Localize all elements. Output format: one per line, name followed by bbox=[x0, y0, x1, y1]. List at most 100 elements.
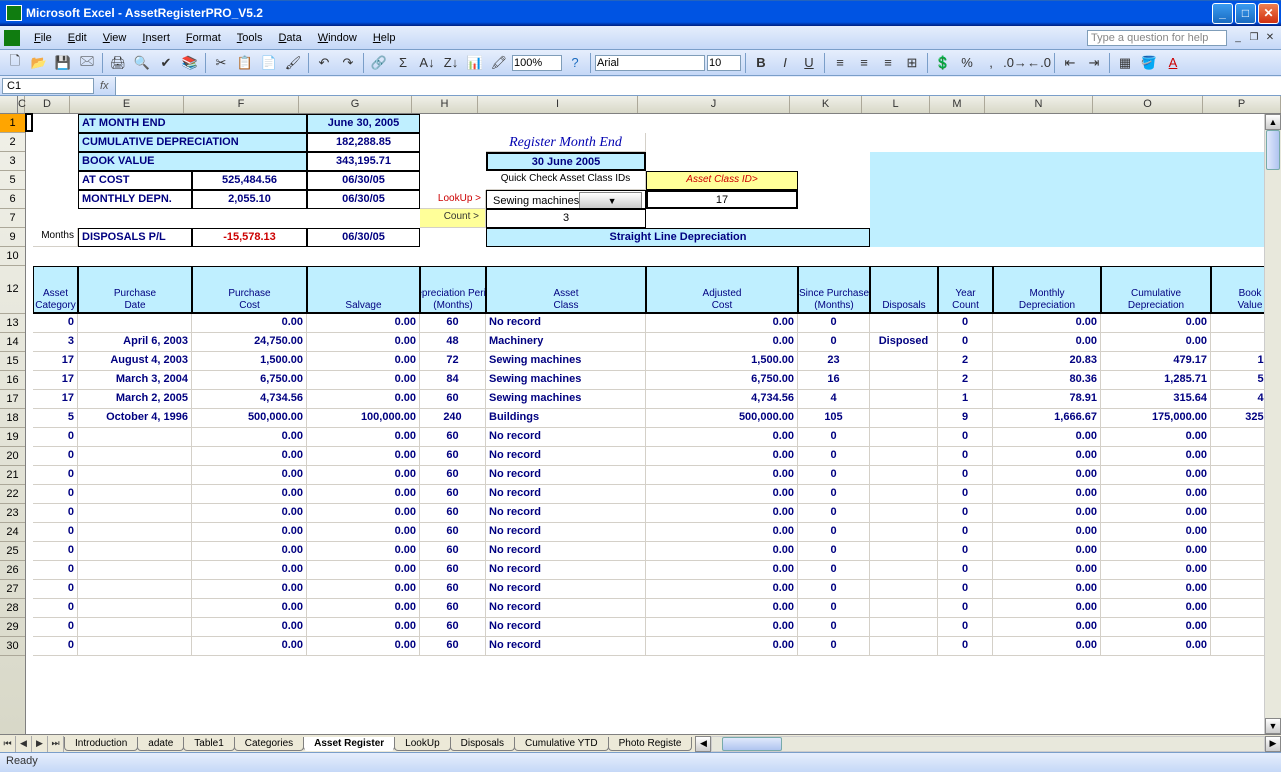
cell[interactable]: No record bbox=[486, 523, 646, 542]
cell[interactable]: 0.00 bbox=[307, 466, 420, 485]
cell[interactable]: 4,734.56 bbox=[192, 390, 307, 409]
cell[interactable]: 0.00 bbox=[307, 637, 420, 656]
cell[interactable]: 5 bbox=[33, 409, 78, 428]
cell[interactable] bbox=[78, 523, 192, 542]
cell[interactable]: 479.17 bbox=[1101, 352, 1211, 371]
name-box[interactable]: C1 bbox=[2, 78, 94, 94]
column-header-P[interactable]: P bbox=[1203, 96, 1281, 113]
cell[interactable]: MonthlyDepreciation bbox=[993, 266, 1101, 314]
cell[interactable]: DISPOSALS P/L bbox=[78, 228, 192, 247]
cell[interactable]: 0 bbox=[798, 333, 870, 352]
cell[interactable]: 0 bbox=[798, 599, 870, 618]
cell[interactable]: 0 bbox=[33, 561, 78, 580]
cell[interactable]: 17 bbox=[646, 190, 798, 209]
cell[interactable] bbox=[870, 409, 938, 428]
worksheet-grid[interactable]: CDEFGHIJKLMNOP 1235679101213141516171819… bbox=[0, 96, 1281, 734]
cell[interactable]: 0.00 bbox=[646, 428, 798, 447]
cell[interactable]: 100,000.00 bbox=[307, 409, 420, 428]
cell[interactable]: 343,195.71 bbox=[307, 152, 420, 171]
cell[interactable]: 0.00 bbox=[307, 314, 420, 333]
cell[interactable]: 0 bbox=[798, 504, 870, 523]
cell[interactable]: 0 bbox=[798, 447, 870, 466]
cell[interactable]: 24,750.00 bbox=[192, 333, 307, 352]
row-header-9[interactable]: 9 bbox=[0, 228, 25, 247]
column-header-M[interactable]: M bbox=[930, 96, 985, 113]
column-header-G[interactable]: G bbox=[299, 96, 412, 113]
cell[interactable]: 0.00 bbox=[646, 314, 798, 333]
cell[interactable]: 0.00 bbox=[307, 428, 420, 447]
cell[interactable]: 315.64 bbox=[1101, 390, 1211, 409]
cell[interactable]: 0.00 bbox=[1101, 314, 1211, 333]
cell[interactable] bbox=[870, 352, 938, 371]
cell[interactable]: 0.00 bbox=[192, 580, 307, 599]
cell[interactable]: 0 bbox=[938, 333, 993, 352]
column-header-H[interactable]: H bbox=[412, 96, 478, 113]
column-header-N[interactable]: N bbox=[985, 96, 1093, 113]
row-header-20[interactable]: 20 bbox=[0, 447, 25, 466]
row-header-27[interactable]: 27 bbox=[0, 580, 25, 599]
cell[interactable]: 0.00 bbox=[1101, 542, 1211, 561]
cell[interactable]: 0 bbox=[938, 485, 993, 504]
cell[interactable] bbox=[78, 637, 192, 656]
cell[interactable]: 60 bbox=[420, 599, 486, 618]
align-right-icon[interactable]: ≡ bbox=[877, 52, 899, 74]
row-header-16[interactable]: 16 bbox=[0, 371, 25, 390]
cell[interactable] bbox=[870, 485, 938, 504]
cell[interactable]: 0.00 bbox=[1101, 561, 1211, 580]
sheet-tab-cumulative-ytd[interactable]: Cumulative YTD bbox=[514, 737, 609, 751]
permission-icon[interactable]: 🖂 bbox=[76, 52, 98, 74]
cell[interactable]: 0 bbox=[798, 542, 870, 561]
cell[interactable]: 0.00 bbox=[993, 637, 1101, 656]
cell[interactable] bbox=[870, 314, 938, 333]
cell[interactable]: AT MONTH END bbox=[78, 114, 307, 133]
cell[interactable]: 0 bbox=[938, 447, 993, 466]
menu-insert[interactable]: Insert bbox=[134, 29, 178, 47]
cell[interactable] bbox=[870, 447, 938, 466]
cell[interactable]: 0.00 bbox=[307, 371, 420, 390]
cell[interactable]: 60 bbox=[420, 618, 486, 637]
cell[interactable]: 0 bbox=[33, 637, 78, 656]
cell[interactable]: No record bbox=[486, 428, 646, 447]
row-header-5[interactable]: 5 bbox=[0, 171, 25, 190]
cell[interactable]: Count > bbox=[420, 209, 486, 228]
cell[interactable]: Since Purchase(Months) bbox=[798, 266, 870, 314]
cell[interactable]: Register Month End bbox=[486, 133, 646, 152]
cell[interactable]: 2 bbox=[938, 371, 993, 390]
sheet-tab-adate[interactable]: adate bbox=[137, 737, 184, 751]
cell[interactable]: 0.00 bbox=[307, 485, 420, 504]
cell[interactable]: 0 bbox=[798, 428, 870, 447]
cells-container[interactable]: AT MONTH ENDJune 30, 2005CUMULATIVE DEPR… bbox=[26, 114, 1281, 734]
cell[interactable]: 0.00 bbox=[307, 352, 420, 371]
cell[interactable]: 06/30/05 bbox=[307, 228, 420, 247]
cell[interactable]: Disposals bbox=[870, 266, 938, 314]
menu-view[interactable]: View bbox=[95, 29, 135, 47]
cell[interactable]: 0 bbox=[938, 504, 993, 523]
cell[interactable]: 3 bbox=[486, 209, 646, 228]
paste-icon[interactable]: 📄 bbox=[258, 52, 280, 74]
row-header-18[interactable]: 18 bbox=[0, 409, 25, 428]
cell[interactable]: 0.00 bbox=[307, 447, 420, 466]
menu-data[interactable]: Data bbox=[270, 29, 309, 47]
menu-edit[interactable]: Edit bbox=[60, 29, 95, 47]
cell[interactable]: 60 bbox=[420, 523, 486, 542]
cell[interactable]: 1,666.67 bbox=[993, 409, 1101, 428]
menu-tools[interactable]: Tools bbox=[229, 29, 271, 47]
cell[interactable]: No record bbox=[486, 580, 646, 599]
row-header-28[interactable]: 28 bbox=[0, 599, 25, 618]
cell[interactable]: Buildings bbox=[486, 409, 646, 428]
cell[interactable]: Quick Check Asset Class IDs bbox=[486, 171, 646, 190]
row-header-26[interactable]: 26 bbox=[0, 561, 25, 580]
cell[interactable]: 0.00 bbox=[993, 466, 1101, 485]
cell[interactable] bbox=[870, 466, 938, 485]
cell[interactable]: CumulativeDepreciation bbox=[1101, 266, 1211, 314]
cell[interactable]: 0.00 bbox=[646, 466, 798, 485]
row-header-6[interactable]: 6 bbox=[0, 190, 25, 209]
cell[interactable]: 0 bbox=[33, 542, 78, 561]
font-name-select[interactable] bbox=[595, 55, 705, 71]
cell[interactable]: 84 bbox=[420, 371, 486, 390]
row-header-7[interactable]: 7 bbox=[0, 209, 25, 228]
row-header-22[interactable]: 22 bbox=[0, 485, 25, 504]
scroll-right-icon[interactable]: ▶ bbox=[1265, 736, 1281, 752]
font-color-icon[interactable]: A bbox=[1162, 52, 1184, 74]
dropdown-icon[interactable]: ▼ bbox=[579, 192, 642, 209]
